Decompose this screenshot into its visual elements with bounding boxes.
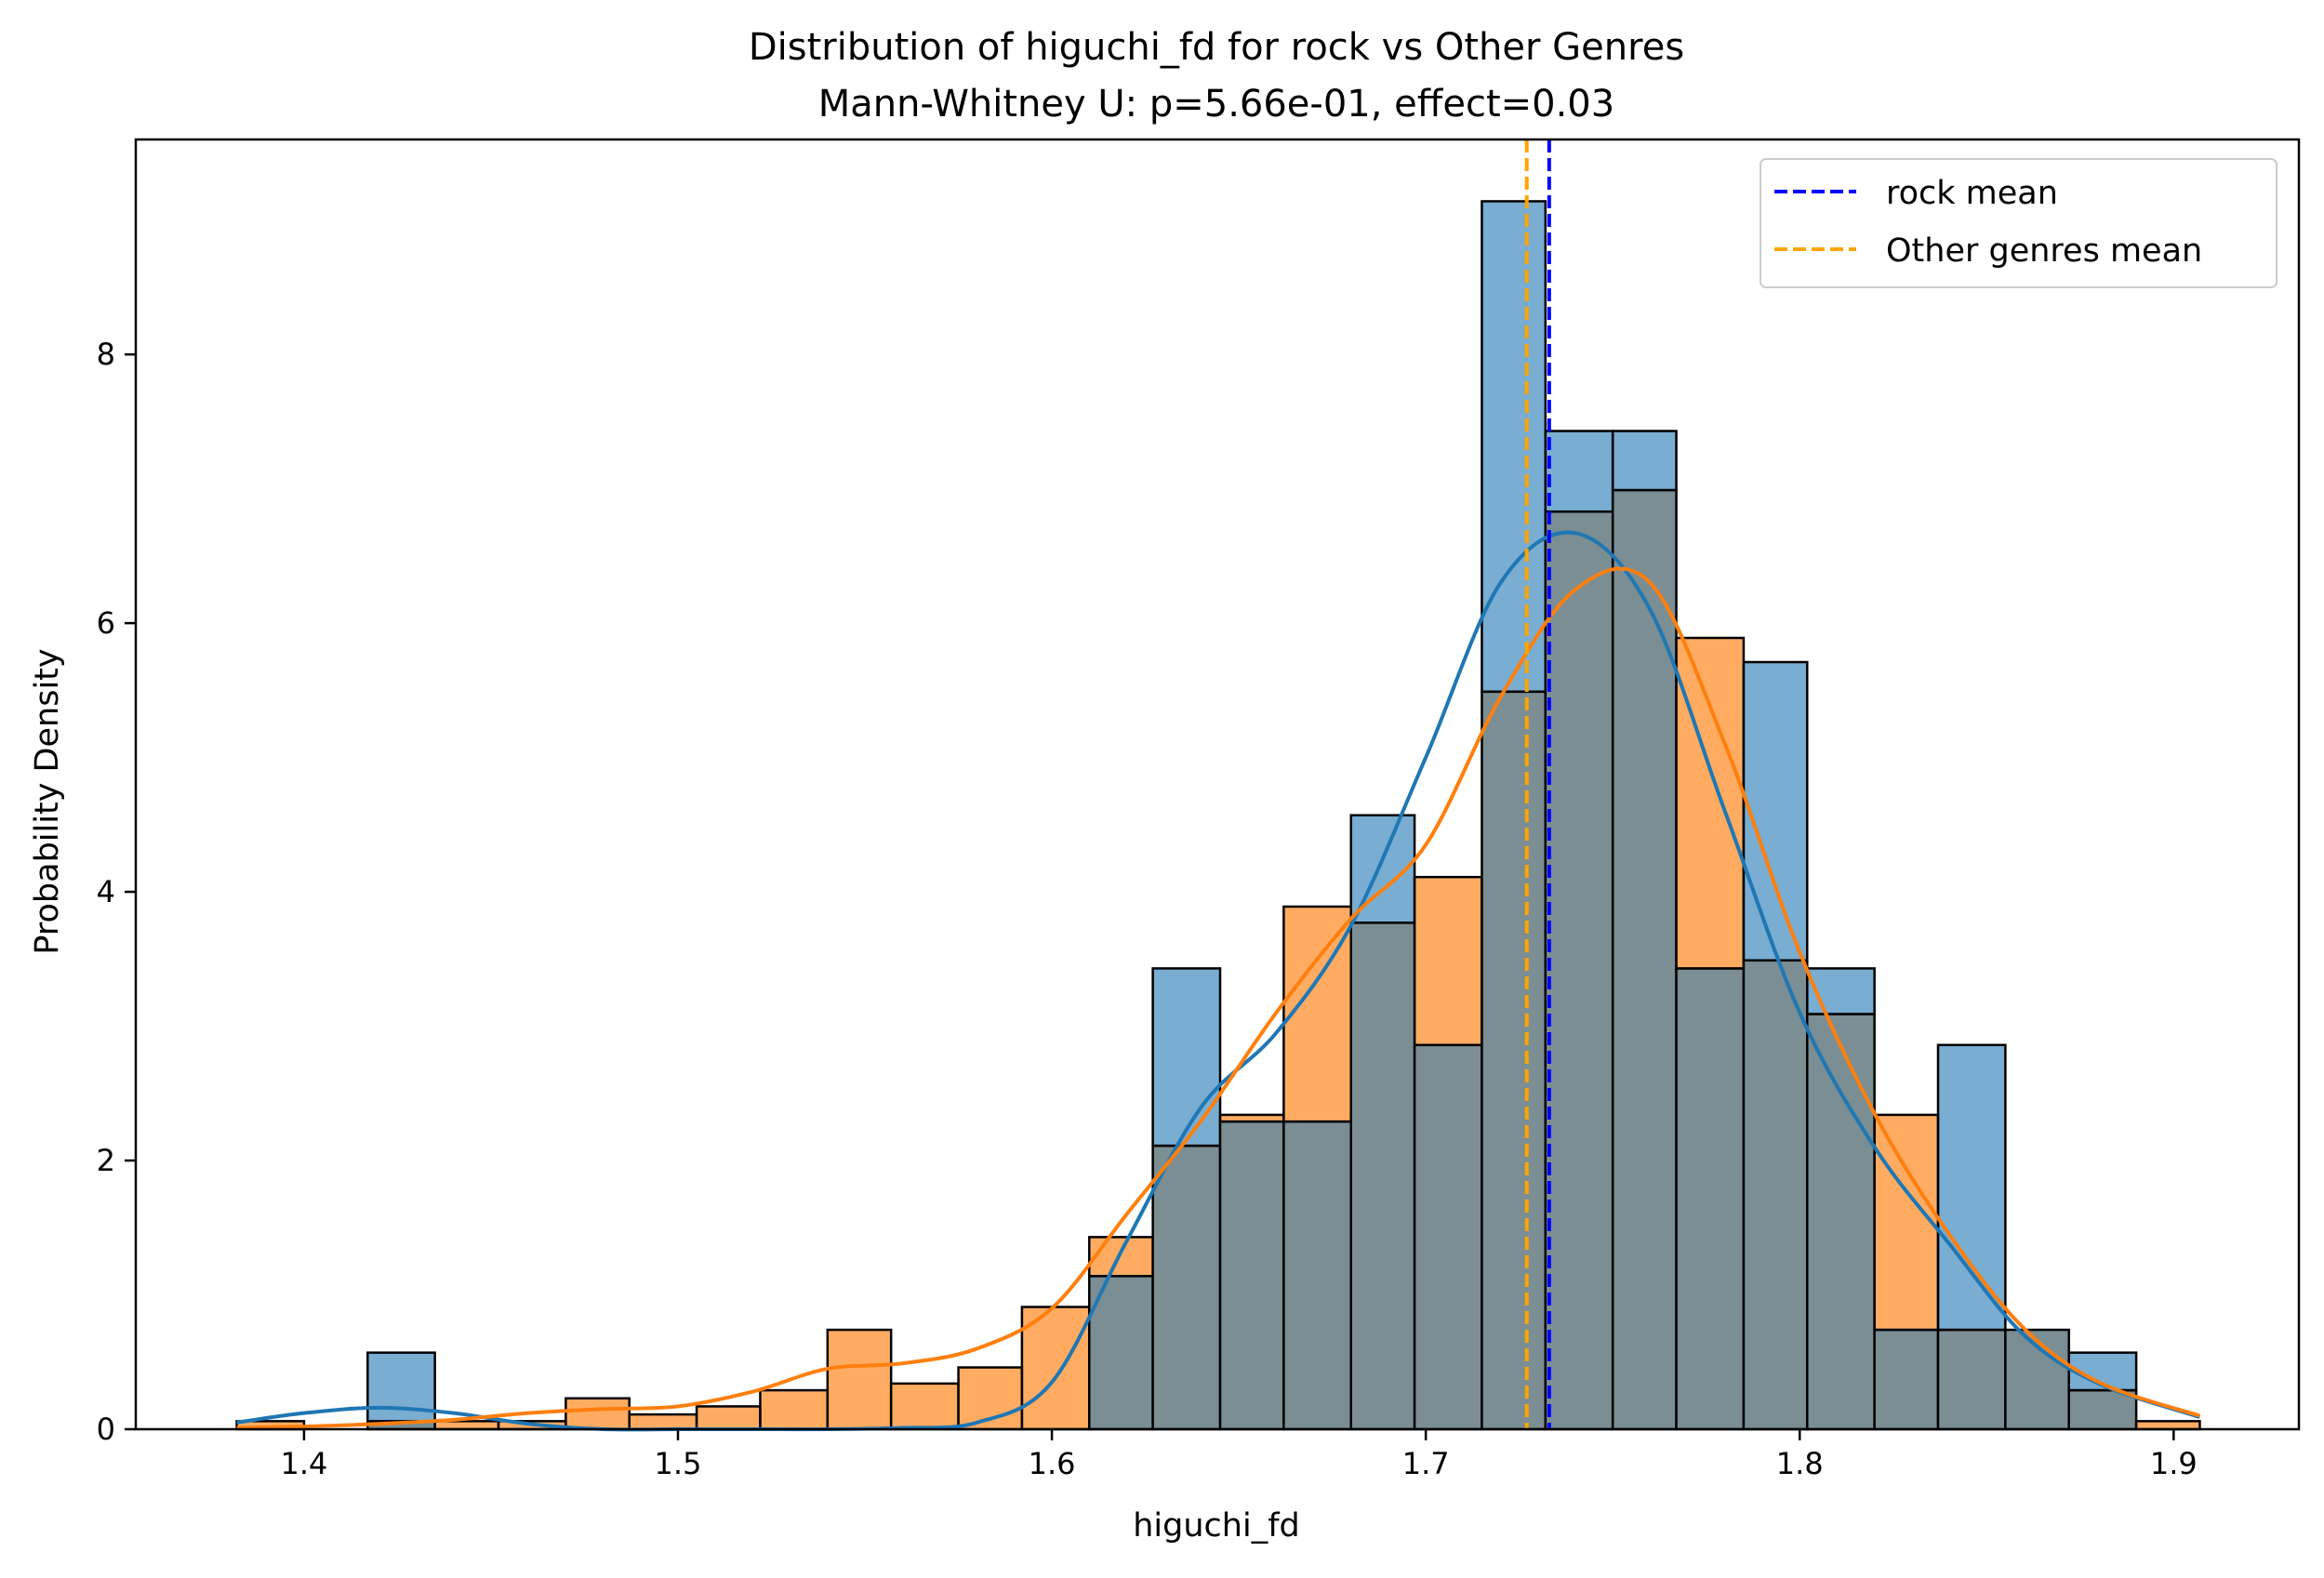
- bar-overlap: [1282, 1120, 1352, 1431]
- bar-other-genres: [759, 1388, 830, 1431]
- x-tick-label: 1.5: [655, 1446, 702, 1481]
- bar-other-genres: [1413, 875, 1483, 1047]
- bar-overlap: [1349, 922, 1416, 1431]
- y-tick-label: 6: [97, 605, 115, 641]
- axes-frame: [134, 138, 2301, 1431]
- bar-other-genres: [628, 1412, 698, 1431]
- bar-rock: [1742, 660, 1809, 962]
- legend-label-other-genres-mean: Other genres mean: [1886, 232, 2202, 270]
- bar-other-genres: [1873, 1113, 1940, 1332]
- bar-other-genres: [564, 1397, 631, 1431]
- bar-overlap: [1742, 959, 1809, 1431]
- y-tick-label: 4: [97, 874, 115, 909]
- x-axis-label: higuchi_fd: [1133, 1507, 1300, 1545]
- chart-subtitle: Mann-Whitney U: p=5.66e-01, effect=0.03: [818, 83, 1614, 126]
- bar-overlap: [1481, 690, 1547, 1431]
- x-tick-label: 1.9: [2150, 1446, 2198, 1481]
- bar-other-genres: [1218, 1113, 1285, 1123]
- bar-other-genres: [826, 1328, 893, 1431]
- chart-title: Distribution of higuchi_fd for rock vs O…: [749, 26, 1684, 69]
- bar-rock: [1481, 200, 1547, 694]
- bar-rock: [1544, 430, 1614, 513]
- bar-overlap: [1873, 1328, 1940, 1431]
- x-tick-label: 1.8: [1776, 1446, 1824, 1481]
- bar-other-genres: [433, 1420, 500, 1431]
- y-tick-label: 2: [97, 1143, 115, 1178]
- bar-rock: [1151, 967, 1222, 1147]
- kde-line-other-genres: [236, 566, 2201, 1430]
- x-tick-label: 1.4: [280, 1446, 327, 1481]
- bar-rock: [1611, 430, 1678, 492]
- y-axis-label: Probability Density: [29, 648, 66, 954]
- bar-other-genres: [2134, 1420, 2201, 1431]
- legend: rock mean Other genres mean: [1760, 158, 2278, 288]
- bar-overlap: [2067, 1388, 2138, 1431]
- y-tick-label: 0: [97, 1412, 115, 1447]
- bar-other-genres: [889, 1382, 960, 1431]
- bar-other-genres: [1675, 636, 1746, 970]
- bar-overlap: [1806, 1013, 1876, 1431]
- plot-area: 1.4 1.5 1.6 1.7 1.8 1.9 0 2 4 6 8: [97, 138, 2301, 1481]
- bar-overlap: [1413, 1043, 1483, 1431]
- bar-other-genres: [1088, 1236, 1154, 1278]
- bar-overlap: [1936, 1328, 2007, 1431]
- bar-rock: [1936, 1043, 2007, 1332]
- bar-overlap: [1218, 1120, 1285, 1431]
- legend-frame: [1760, 158, 2278, 288]
- bar-other-genres: [695, 1405, 762, 1431]
- bar-rock: [1806, 967, 1876, 1015]
- bar-overlap: [1611, 488, 1678, 1431]
- bar-overlap: [1675, 967, 1746, 1431]
- x-tick-label: 1.6: [1029, 1446, 1076, 1481]
- bar-overlap: [1544, 510, 1614, 1431]
- x-tick-label: 1.7: [1402, 1446, 1450, 1481]
- y-tick-label: 8: [97, 337, 115, 372]
- bar-overlap: [1151, 1144, 1222, 1431]
- legend-label-rock-mean: rock mean: [1886, 175, 2058, 212]
